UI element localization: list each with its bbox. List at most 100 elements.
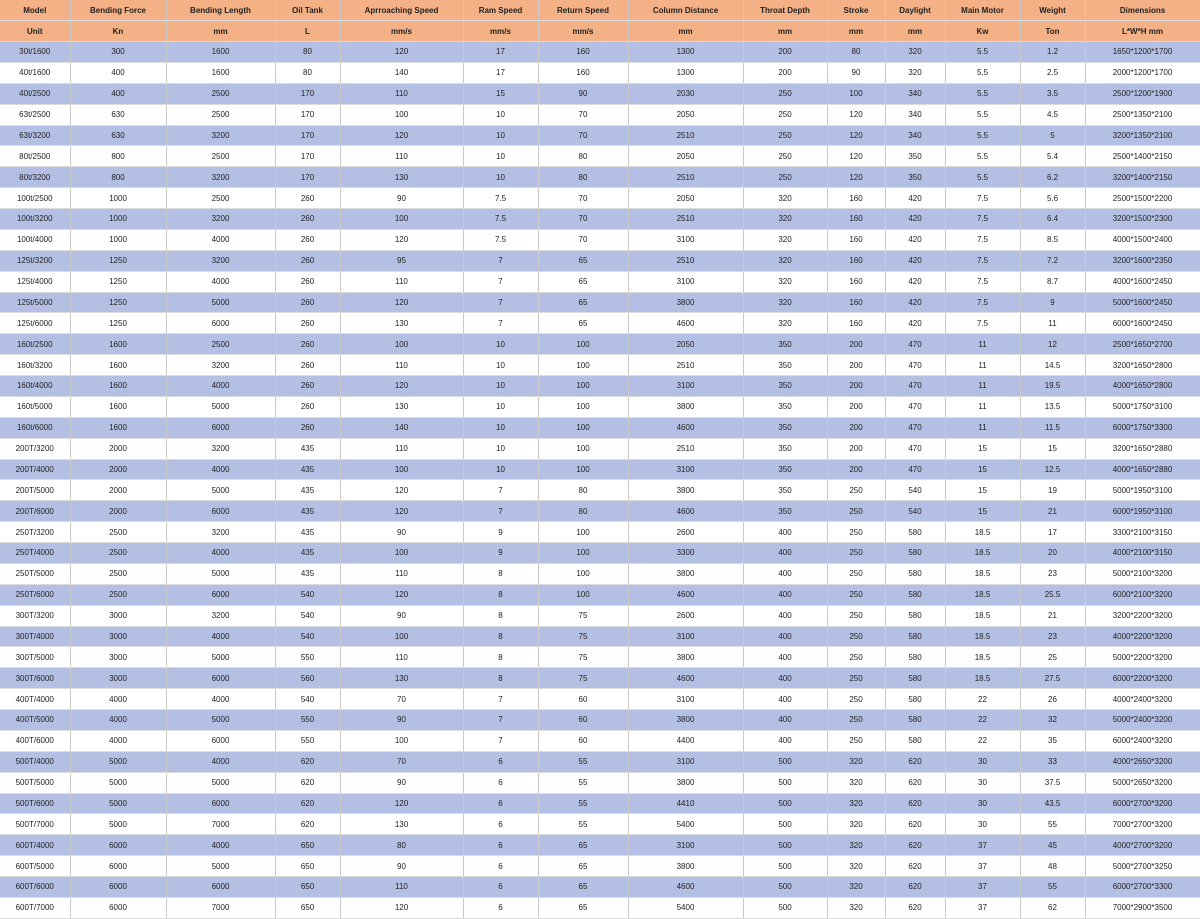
data-cell: 250 [827,563,886,585]
data-cell: 160 [538,62,629,84]
data-cell: 200 [827,375,886,397]
data-cell: 15 [945,438,1021,460]
data-cell: 350 [743,375,828,397]
data-cell: 620 [885,897,946,919]
data-cell: 15 [1020,438,1086,460]
header-cell: Column Distance [628,0,744,21]
data-cell: 130 [340,667,464,690]
data-row: 80t/2500 800 2500 170 110 10 80 2050 250 120 350 5.… [0,145,1200,168]
data-cell: 200T/5000 [0,479,71,502]
data-cell: 500 [743,876,828,898]
data-row: 200T/5000 2000 5000 435 120 7 80 3800 350 250 540 1… [0,479,1200,502]
data-cell: 400T/4000 [0,688,71,710]
data-row: 300T/5000 3000 5000 550 110 8 75 3800 400 250 580 1… [0,646,1200,669]
data-cell: 6 [463,834,539,857]
data-cell: 320 [827,772,886,794]
data-cell: 30t/1600 [0,41,71,63]
data-cell: 3.5 [1020,83,1086,105]
header-cell: Weight [1020,0,1086,21]
data-row: 300T/6000 3000 6000 560 130 8 75 4600 400 250 580 1… [0,667,1200,690]
data-cell: 170 [275,166,341,189]
data-cell: 140 [340,62,464,84]
data-cell: 80 [538,500,629,523]
data-cell: 10 [463,417,539,439]
data-cell: 17 [463,62,539,84]
data-cell: 470 [885,396,946,418]
data-cell: 37 [945,876,1021,898]
data-cell: 6000*2700*3300 [1085,876,1200,898]
data-cell: 320 [885,62,946,84]
data-cell: 200T/3200 [0,438,71,460]
data-cell: 435 [275,521,341,543]
data-cell: 6000*2100*3200 [1085,584,1200,606]
data-cell: 5000*2700*3250 [1085,855,1200,877]
data-cell: 160 [827,292,886,314]
data-cell: 4000*2100*3150 [1085,542,1200,564]
data-cell: 110 [340,438,464,460]
data-cell: 800 [70,145,167,168]
data-cell: 4410 [628,793,744,815]
data-cell: 200 [827,417,886,439]
data-cell: 1250 [70,271,167,293]
data-cell: 5.5 [945,145,1021,168]
data-cell: 6000 [166,417,276,439]
data-cell: 7 [463,292,539,314]
data-row: 125t/6000 1250 6000 260 130 7 65 4600 320 160 420 7… [0,312,1200,335]
data-cell: 470 [885,333,946,356]
data-cell: 2510 [628,250,744,272]
data-cell: 11 [945,354,1021,376]
data-cell: 11 [945,333,1021,356]
data-cell: 1600 [70,333,167,356]
data-cell: 37 [945,834,1021,857]
data-cell: 19.5 [1020,375,1086,397]
data-cell: 120 [340,292,464,314]
data-cell: 160 [827,271,886,293]
data-cell: 2500*1500*2200 [1085,187,1200,209]
data-cell: 340 [885,83,946,105]
data-cell: 500 [743,897,828,919]
data-cell: 200 [743,62,828,84]
data-cell: 435 [275,563,341,585]
data-cell: 6 [463,897,539,919]
data-cell: 30 [945,813,1021,836]
data-cell: 4000 [70,709,167,731]
data-cell: 350 [743,354,828,376]
data-cell: 80 [340,834,464,857]
data-cell: 90 [340,187,464,209]
data-cell: 11 [1020,312,1086,335]
data-row: 40t/1600 400 1600 80 140 17 160 1300 200 90 320 5.5… [0,62,1200,84]
unit-cell: L*W*H mm [1085,20,1200,42]
data-cell: 2500*1400*2150 [1085,145,1200,168]
data-cell: 100 [340,333,464,356]
data-cell: 350 [743,417,828,439]
data-cell: 10 [463,125,539,147]
data-cell: 40t/1600 [0,62,71,84]
data-cell: 110 [340,354,464,376]
data-cell: 160t/2500 [0,333,71,356]
data-cell: 63t/2500 [0,104,71,126]
data-cell: 100 [538,375,629,397]
data-row: 400T/6000 4000 6000 550 100 7 60 4400 400 250 580 2… [0,730,1200,752]
data-cell: 3200 [166,438,276,460]
data-cell: 540 [275,626,341,648]
data-cell: 6000 [70,876,167,898]
data-cell: 6000*1750*3300 [1085,417,1200,439]
data-cell: 90 [340,521,464,543]
data-cell: 120 [340,479,464,502]
header-cell: Bending Length [166,0,276,21]
data-cell: 120 [827,125,886,147]
data-cell: 6000*2700*3200 [1085,793,1200,815]
data-cell: 5400 [628,813,744,836]
data-cell: 435 [275,500,341,523]
data-cell: 300T/4000 [0,626,71,648]
data-cell: 4000*1650*2800 [1085,375,1200,397]
data-cell: 4000 [166,271,276,293]
data-row: 200T/3200 2000 3200 435 110 10 100 2510 350 200 47… [0,438,1200,460]
data-cell: 2500 [70,584,167,606]
data-row: 500T/7000 5000 7000 620 130 6 55 5400 500 320 620 3… [0,813,1200,836]
data-cell: 7 [463,271,539,293]
header-cell: Ram Speed [463,0,539,21]
data-cell: 580 [885,667,946,690]
data-cell: 2500 [166,145,276,168]
